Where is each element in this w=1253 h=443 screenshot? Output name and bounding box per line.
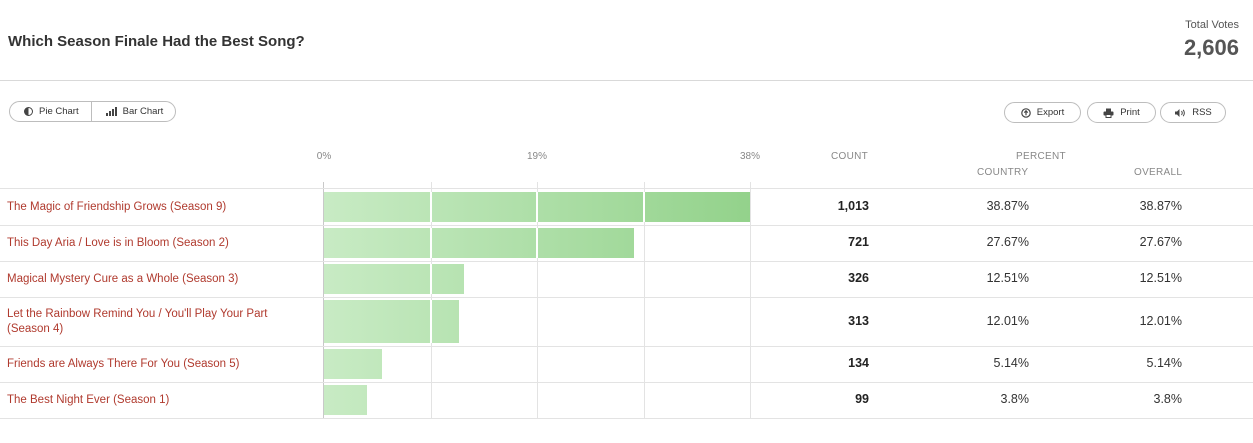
bar-segment-divider — [429, 192, 432, 222]
bar — [324, 192, 760, 222]
page-title: Which Season Finale Had the Best Song? — [8, 33, 305, 50]
bar — [324, 300, 459, 343]
option-label[interactable]: Let the Rainbow Remind You / You'll Play… — [7, 307, 268, 335]
vote-count: 313 — [848, 313, 869, 328]
gridline — [750, 182, 751, 418]
axis-tick-label: 19% — [526, 151, 548, 162]
total-votes-label: Total Votes — [1185, 19, 1239, 31]
pie-chart-icon — [24, 107, 33, 116]
print-label: Print — [1120, 107, 1140, 118]
percent-overall: 5.14% — [1146, 356, 1182, 370]
percent-country: 38.87% — [986, 199, 1029, 213]
vote-count: 134 — [848, 356, 869, 370]
bar — [324, 264, 465, 294]
vote-count: 1,013 — [837, 199, 869, 213]
row-divider — [0, 382, 1253, 383]
overall-column-header: OVERALL — [1134, 167, 1183, 178]
bar-segment-divider — [429, 264, 432, 294]
bar — [324, 228, 635, 258]
row-divider — [0, 225, 1253, 226]
row-divider — [0, 418, 1253, 419]
bar-segment-divider — [429, 228, 432, 258]
row-divider — [0, 346, 1253, 347]
pie-chart-label: Pie Chart — [39, 106, 79, 117]
bar-segment-divider — [536, 228, 538, 258]
poll-header: Which Season Finale Had the Best Song? T… — [0, 0, 1253, 81]
export-label: Export — [1036, 107, 1065, 118]
percent-country: 27.67% — [986, 235, 1029, 249]
vote-count: 721 — [848, 235, 869, 249]
pie-chart-button[interactable]: Pie Chart — [10, 102, 91, 121]
option-label[interactable]: This Day Aria / Love is in Bloom (Season… — [7, 236, 229, 249]
percent-country: 12.01% — [986, 313, 1029, 328]
percent-country: 3.8% — [1000, 392, 1030, 406]
bar-segment-divider — [536, 192, 538, 222]
row-divider — [0, 297, 1253, 298]
country-column-header: COUNTRY — [977, 167, 1029, 178]
row-divider — [0, 261, 1253, 262]
percent-column-header: PERCENT — [1016, 151, 1066, 162]
bar — [324, 349, 382, 379]
vote-count: 99 — [855, 392, 869, 406]
option-label[interactable]: The Magic of Friendship Grows (Season 9) — [7, 200, 227, 213]
percent-country: 5.14% — [993, 356, 1029, 370]
print-button[interactable]: Print — [1087, 102, 1156, 123]
option-label[interactable]: The Best Night Ever (Season 1) — [7, 393, 170, 406]
bar-chart-button[interactable]: Bar Chart — [90, 102, 176, 121]
rss-icon — [1175, 108, 1186, 117]
printer-icon — [1103, 108, 1114, 118]
chart-type-toggle: Pie Chart Bar Chart — [9, 101, 177, 122]
bar-segment-divider — [429, 300, 432, 343]
bar-chart-icon — [105, 107, 117, 116]
export-icon — [1020, 107, 1031, 118]
export-button[interactable]: Export — [1004, 102, 1081, 123]
option-label[interactable]: Magical Mystery Cure as a Whole (Season … — [7, 272, 239, 285]
gridline — [323, 182, 324, 418]
percent-overall: 3.8% — [1153, 392, 1183, 406]
gridline — [643, 182, 645, 418]
vote-count: 326 — [848, 271, 869, 285]
option-label[interactable]: Friends are Always There For You (Season… — [7, 357, 240, 370]
percent-overall: 12.01% — [1139, 313, 1182, 328]
row-divider — [0, 188, 1253, 189]
count-column-header: COUNT — [831, 151, 869, 162]
percent-country: 12.51% — [986, 271, 1029, 285]
bar — [324, 385, 367, 415]
percent-overall: 12.51% — [1139, 271, 1182, 285]
percent-overall: 27.67% — [1139, 235, 1182, 249]
rss-button[interactable]: RSS — [1160, 102, 1226, 123]
bar-segment-divider — [642, 192, 645, 222]
gridline — [537, 182, 538, 418]
axis-tick-label: 0% — [316, 151, 332, 162]
percent-overall: 38.87% — [1139, 199, 1182, 213]
rss-label: RSS — [1192, 107, 1212, 118]
total-votes-value: 2,606 — [1183, 35, 1239, 60]
axis-tick-label: 38% — [739, 151, 761, 162]
bar-chart-label: Bar Chart — [122, 106, 164, 117]
